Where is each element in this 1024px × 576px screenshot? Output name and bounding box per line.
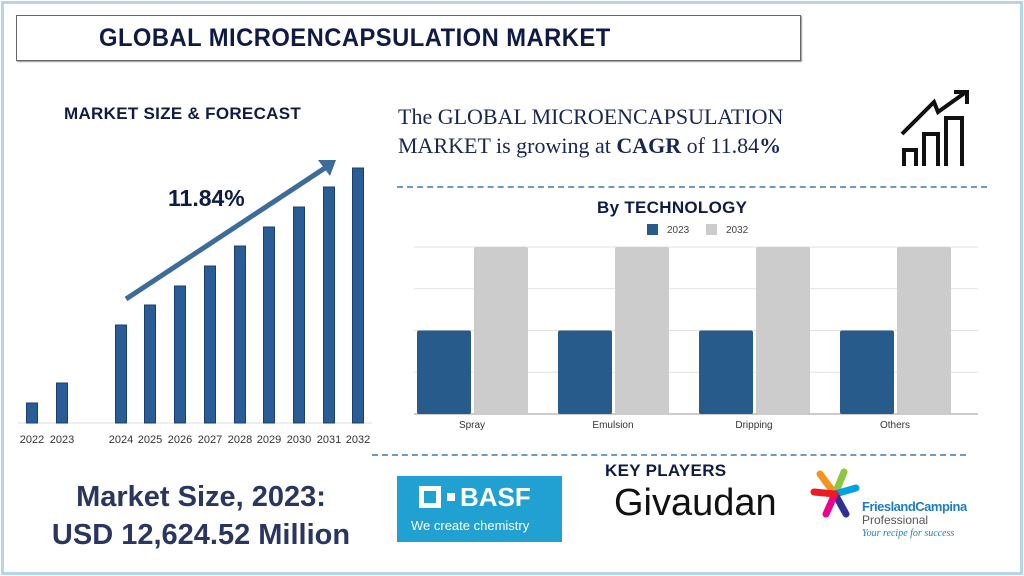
category-label-Dripping: Dripping (735, 420, 772, 431)
tick-label-2027: 2027 (198, 434, 222, 446)
bar-2032 (352, 167, 364, 424)
key-players-title: KEY PLAYERS (605, 461, 727, 480)
category-label-Spray: Spray (459, 420, 485, 431)
title-box: GLOBAL MICROENCAPSULATION MARKET (16, 15, 801, 61)
friesland-tagline: Your recipe for success (862, 528, 955, 539)
bar-2026 (174, 285, 186, 424)
tick-label-2025: 2025 (138, 434, 162, 446)
tick-label-2031: 2031 (317, 434, 341, 446)
divider (397, 186, 987, 188)
cagr-percent: % (759, 133, 782, 158)
legend-label-2032: 2032 (726, 225, 749, 236)
cagr-line1: The GLOBAL MICROENCAPSULATION (398, 104, 784, 129)
bar-2029 (263, 226, 275, 424)
technology-chart-title: By TECHNOLOGY (597, 198, 748, 217)
growth-arrow-head (318, 160, 336, 176)
bar-Spray-2032 (474, 247, 528, 414)
bar-Emulsion-2023 (558, 330, 612, 414)
market-size-label: Market Size, 2023: (76, 481, 326, 513)
tick-label-2028: 2028 (228, 434, 252, 446)
tick-label-2029: 2029 (257, 434, 281, 446)
cagr-annotation: 11.84% (168, 185, 245, 211)
givaudan-logo: Givaudan (614, 482, 777, 524)
tick-label-2024: 2024 (109, 434, 133, 446)
bar-Others-2032 (897, 247, 951, 414)
bar-2030 (293, 206, 305, 424)
legend-swatch-2032 (706, 224, 717, 235)
bar-Dripping-2032 (756, 247, 810, 414)
basf-name: BASF (460, 482, 531, 512)
cagr-statement: The GLOBAL MICROENCAPSULATION MARKET is … (398, 102, 783, 160)
friesland-sub: Professional (862, 513, 929, 527)
divider (372, 454, 966, 456)
basf-logo: BASF We create chemistry (397, 476, 562, 542)
bar-2025 (144, 304, 156, 424)
bar-2031 (323, 186, 335, 424)
tick-label-2032: 2032 (346, 434, 370, 446)
legend-swatch-2023 (647, 224, 658, 235)
basf-tagline: We create chemistry (411, 518, 530, 533)
cagr-value: of 11.84 (681, 133, 760, 158)
market-size-2023: Market Size, 2023: USD 12,624.52 Million (22, 478, 380, 554)
bar-Dripping-2023 (699, 330, 753, 414)
tick-label-2030: 2030 (287, 434, 311, 446)
tick-label-2023: 2023 (50, 434, 74, 446)
market-chart-title: MARKET SIZE & FORECAST (64, 104, 302, 123)
bar-2028 (234, 245, 246, 424)
bar-2024 (115, 324, 127, 424)
growth-arrow (124, 163, 330, 302)
cagr-word: CAGR (616, 133, 682, 158)
legend-label-2023: 2023 (667, 225, 690, 236)
market-size-value: USD 12,624.52 Million (51, 519, 351, 551)
bar-Emulsion-2032 (615, 247, 669, 414)
tick-label-2026: 2026 (168, 434, 192, 446)
bar-2023 (56, 382, 68, 424)
technology-chart: 2023 2032 Spray Emulsion Dripping Others (414, 224, 978, 431)
friesland-name: FrieslandCampina (862, 499, 967, 514)
page-title: GLOBAL MICROENCAPSULATION MARKET (99, 23, 611, 52)
category-label-Others: Others (880, 420, 910, 431)
bar-Others-2023 (840, 330, 894, 414)
bar-2022 (26, 402, 38, 424)
tick-label-2022: 2022 (20, 434, 44, 446)
bar-Spray-2023 (417, 330, 471, 414)
category-label-Emulsion: Emulsion (592, 420, 633, 431)
bar-chart-growth-arrow-icon (900, 90, 969, 166)
cagr-line2: MARKET is growing at (398, 133, 617, 158)
friesland-star-logo (810, 468, 860, 518)
market-size-chart: 2022 2023 2024 2025 2026 2027 2028 2029 2030 2031… (18, 160, 372, 446)
bar-2027 (204, 265, 216, 424)
